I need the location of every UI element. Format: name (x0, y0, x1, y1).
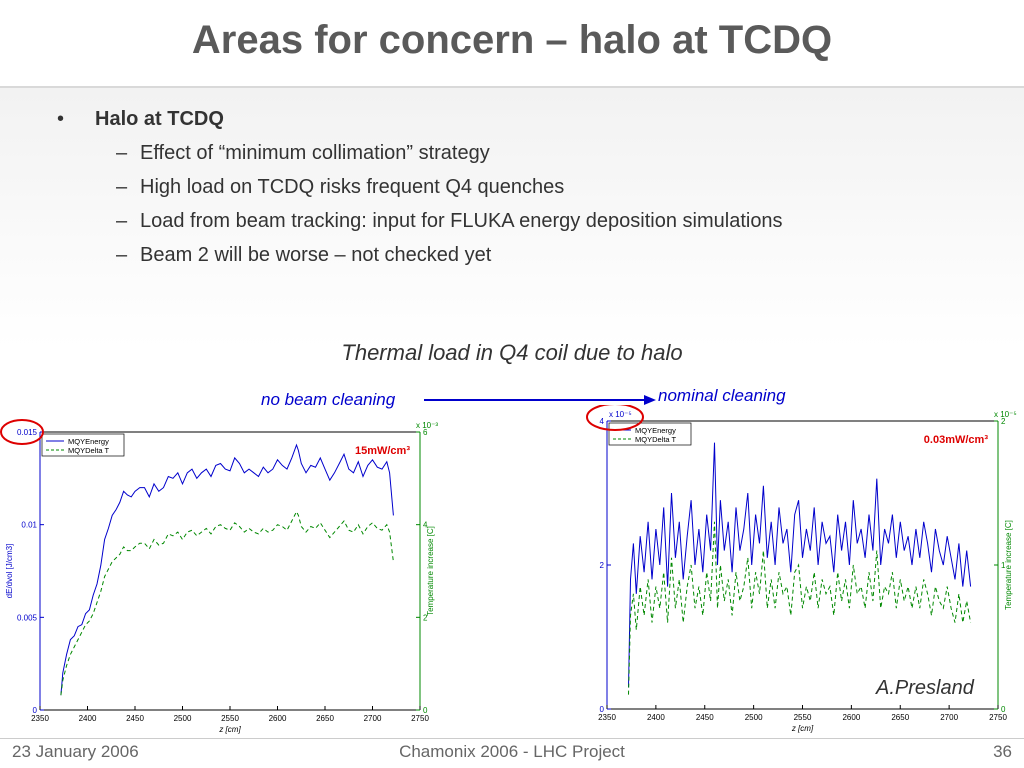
highlight-ellipse (0, 419, 44, 445)
x-tick-label: 2350 (598, 713, 616, 722)
x-axis-label: z [cm] (791, 724, 814, 733)
highlight-ellipse (586, 405, 644, 431)
legend-label: MQYEnergy (68, 437, 109, 446)
y2-axis-label: Temperature increase [C] (1004, 520, 1013, 610)
y2-tick-label: 1 (1001, 561, 1006, 570)
y2-tick-label: 6 (423, 428, 428, 437)
footer-divider (0, 738, 1024, 739)
y2-tick-label: 2 (423, 613, 428, 622)
footer-event: Chamonix 2006 - LHC Project (399, 742, 625, 761)
cleaning-arrow (424, 395, 656, 405)
y2-exponent-label: x 10⁻³ (416, 421, 438, 430)
y2-tick-label: 2 (1001, 417, 1006, 426)
y-exponent-label: x 10⁻⁵ (609, 410, 632, 419)
x-tick-label: 2750 (989, 713, 1007, 722)
power-annotation: 0.03mW/cm³ (924, 434, 989, 446)
x-tick-label: 2600 (269, 714, 287, 723)
y2-exponent-label: x 10⁻⁵ (994, 410, 1017, 419)
x-tick-label: 2650 (316, 714, 334, 723)
x-tick-label: 2700 (940, 713, 958, 722)
chart-background (0, 412, 445, 734)
y-tick-label: 0.01 (21, 521, 37, 530)
legend-label: MQYDelta T (635, 435, 677, 444)
series-line-delta-t (628, 521, 972, 695)
y-tick-label: 0 (33, 706, 38, 715)
x-axis-label: z [cm] (218, 725, 241, 734)
legend-label: MQYEnergy (635, 426, 676, 435)
y-tick-label: 0.015 (17, 428, 38, 437)
series-line-energy (628, 442, 972, 688)
title-divider (0, 86, 1024, 88)
chart-background (585, 405, 1024, 734)
y2-tick-label: 4 (423, 521, 428, 530)
legend-label: MQYDelta T (68, 446, 110, 455)
footer-date: 23 January 2006 (12, 742, 139, 761)
y2-tick-label: 0 (423, 706, 428, 715)
nominal-cleaning-label: nominal cleaning (658, 386, 786, 405)
y-tick-label: 2 (600, 561, 605, 570)
no-cleaning-label: no beam cleaning (261, 390, 396, 409)
x-tick-label: 2550 (794, 713, 812, 722)
footer-page-number: 36 (993, 742, 1012, 761)
author-credit: A.Presland (876, 677, 974, 699)
x-tick-label: 2450 (126, 714, 144, 723)
y-tick-label: 0.005 (17, 613, 38, 622)
subbullet-1: Effect of “minimum collimation” strategy (116, 142, 783, 176)
x-tick-label: 2500 (174, 714, 192, 723)
x-tick-label: 2550 (221, 714, 239, 723)
slide-title: Areas for concern – halo at TCDQ (191, 18, 833, 62)
x-tick-label: 2400 (647, 713, 665, 722)
series-line-energy (60, 443, 394, 696)
x-tick-label: 2450 (696, 713, 714, 722)
subbullet-2: High load on TCDQ risks frequent Q4 quen… (116, 176, 783, 210)
y-tick-label: 4 (600, 417, 605, 426)
series-line-delta-t (60, 510, 394, 696)
bullet-list: Halo at TCDQ Effect of “minimum collimat… (55, 108, 783, 278)
chart-nominal-cleaning: 2350 2400 2450 2500 2550 2600 2650 2700 27500240… (585, 405, 1024, 734)
y-tick-label: 0 (600, 705, 605, 714)
subbullet-3: Load from beam tracking: input for FLUKA… (116, 210, 783, 244)
x-tick-label: 2750 (411, 714, 429, 723)
figure-caption: Thermal load in Q4 coil due to halo (341, 340, 683, 365)
title-bar: Areas for concern – halo at TCDQ (0, 0, 1024, 86)
x-tick-label: 2650 (891, 713, 909, 722)
power-annotation: 15mW/cm³ (355, 445, 410, 457)
x-tick-label: 2700 (364, 714, 382, 723)
x-tick-label: 2500 (745, 713, 763, 722)
x-tick-label: 2350 (31, 714, 49, 723)
chart-no-cleaning: 2350 2400 2450 2500 2550 2600 2650 2700 275000.0… (0, 412, 445, 734)
y2-axis-label: Temperature increase [C] (426, 526, 435, 616)
y-axis-label: dE/dvol [J/cm3] (5, 544, 14, 599)
bullet-main: Halo at TCDQ (57, 108, 783, 142)
y2-tick-label: 0 (1001, 705, 1006, 714)
subbullet-4: Beam 2 will be worse – not checked yet (116, 244, 783, 278)
x-tick-label: 2400 (79, 714, 97, 723)
x-tick-label: 2600 (842, 713, 860, 722)
